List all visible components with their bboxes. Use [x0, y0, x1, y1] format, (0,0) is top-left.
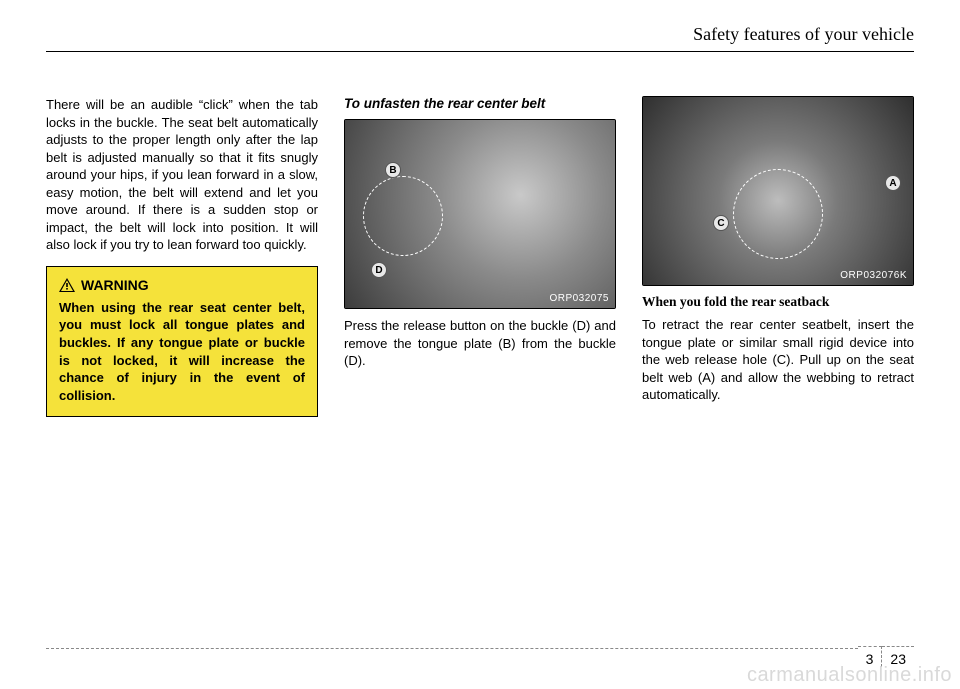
- warning-icon: [59, 278, 75, 292]
- col2-subhead: To unfasten the rear center belt: [344, 96, 616, 111]
- column-3: A C ORP032076K When you fold the rear se…: [642, 96, 914, 417]
- manual-page: Safety features of your vehicle There wi…: [0, 0, 960, 689]
- col2-paragraph: Press the release button on the buckle (…: [344, 317, 616, 370]
- figure-code: ORP032075: [549, 293, 609, 304]
- figure-fold-seatback: A C ORP032076K: [642, 96, 914, 286]
- warning-body-text: When using the rear seat center belt, yo…: [59, 299, 305, 404]
- footer-dash-line: [46, 648, 858, 649]
- column-2: To unfasten the rear center belt B D ORP…: [344, 96, 616, 417]
- intro-paragraph: There will be an audible “click” when th…: [46, 96, 318, 254]
- callout-c: C: [713, 215, 729, 231]
- watermark: carmanualsonline.info: [747, 664, 952, 687]
- column-1: There will be an audible “click” when th…: [46, 96, 318, 417]
- col3-paragraph: To retract the rear center seatbelt, ins…: [642, 316, 914, 404]
- content-columns: There will be an audible “click” when th…: [46, 96, 914, 417]
- page-header: Safety features of your vehicle: [46, 24, 914, 52]
- section-title: Safety features of your vehicle: [693, 24, 914, 44]
- figure-unfasten: B D ORP032075: [344, 119, 616, 309]
- callout-b: B: [385, 162, 401, 178]
- callout-d: D: [371, 262, 387, 278]
- callout-a: A: [885, 175, 901, 191]
- warning-box: WARNING When using the rear seat center …: [46, 266, 318, 417]
- col3-subhead: When you fold the rear seatback: [642, 294, 914, 310]
- warning-title-text: WARNING: [81, 277, 149, 293]
- warning-title-row: WARNING: [59, 277, 305, 293]
- dashed-highlight: [363, 176, 443, 256]
- dashed-highlight: [733, 169, 823, 259]
- figure-code: ORP032076K: [840, 270, 907, 281]
